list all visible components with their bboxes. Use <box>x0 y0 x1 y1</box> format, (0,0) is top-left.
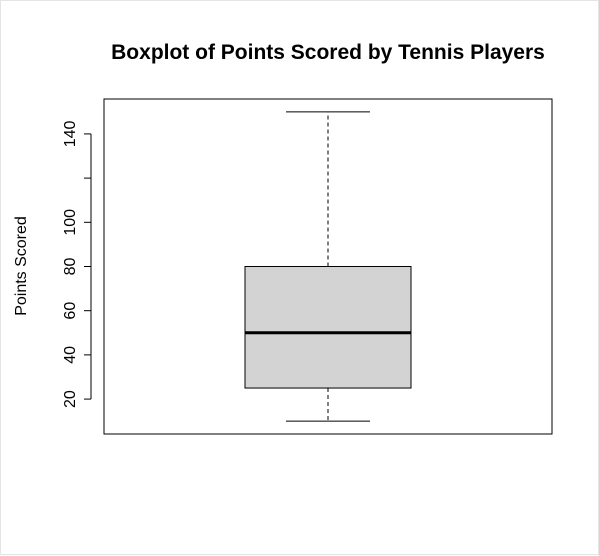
y-tick-label: 20 <box>62 390 79 408</box>
y-tick-label: 80 <box>62 258 79 276</box>
y-axis-label: Points Scored <box>13 216 30 316</box>
y-tick-label: 140 <box>62 120 79 147</box>
y-tick-label: 40 <box>62 346 79 364</box>
y-axis: 20 40 60 80 100 140 <box>62 120 92 408</box>
y-tick-label: 100 <box>62 209 79 236</box>
chart-title: Boxplot of Points Scored by Tennis Playe… <box>111 41 545 64</box>
y-tick-label: 60 <box>62 302 79 320</box>
boxplot-group <box>244 111 412 422</box>
plot-border <box>103 98 553 435</box>
iqr-box <box>244 266 412 389</box>
